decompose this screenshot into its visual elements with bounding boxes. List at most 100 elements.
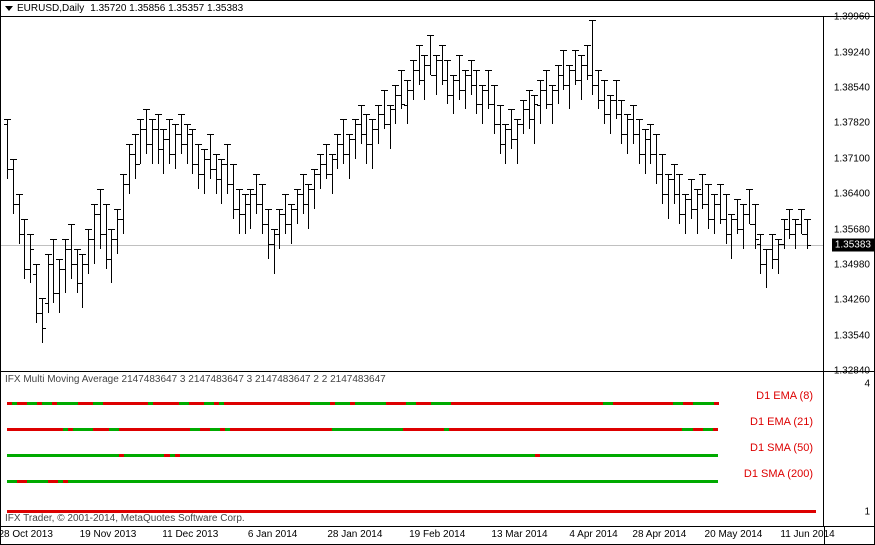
ohlc-bar xyxy=(71,224,72,279)
ohlc-bar xyxy=(534,95,535,145)
ohlc-bar xyxy=(355,119,356,159)
ohlc-bar xyxy=(19,194,20,244)
ohlc-bar xyxy=(250,189,251,229)
chart-header[interactable]: EURUSD,Daily 1.35720 1.35856 1.35357 1.3… xyxy=(1,1,874,17)
x-tick: 19 Nov 2013 xyxy=(80,529,137,540)
price-area[interactable] xyxy=(1,17,824,371)
ohlc-bar xyxy=(100,189,101,249)
ma-signal-row xyxy=(7,510,816,513)
ohlc-bar xyxy=(581,55,582,100)
ohlc-bar xyxy=(181,114,182,154)
ohlc-bar xyxy=(343,119,344,164)
ohlc-bar xyxy=(621,100,622,145)
ohlc-bar xyxy=(778,239,779,274)
ohlc-bar xyxy=(59,259,60,314)
x-tick: 28 Oct 2013 xyxy=(0,529,53,540)
ohlc-bar xyxy=(575,50,576,85)
indicator-panel[interactable]: IFX Multi Moving Average 2147483647 3 21… xyxy=(1,371,874,526)
ohlc-bar xyxy=(268,209,269,259)
ohlc-bar xyxy=(795,219,796,249)
price-y-axis: 1.399601.392401.385401.378201.371001.364… xyxy=(824,17,874,371)
ohlc-bar xyxy=(662,154,663,204)
ohlc-bar xyxy=(13,159,14,214)
ohlc-bar xyxy=(332,154,333,194)
ohlc-bar xyxy=(784,219,785,249)
indicator-y-axis: 41 xyxy=(824,372,874,526)
ohlc-bar xyxy=(679,174,680,224)
ohlc-bar xyxy=(627,114,628,154)
price-chart[interactable]: 1.399601.392401.385401.378201.371001.364… xyxy=(1,17,874,371)
ohlc-bar xyxy=(540,80,541,125)
ohlc-bar xyxy=(390,105,391,150)
ohlc-bar xyxy=(326,144,327,179)
x-tick: 20 May 2014 xyxy=(705,529,763,540)
x-tick: 6 Jan 2014 xyxy=(248,529,298,540)
dropdown-icon[interactable] xyxy=(5,6,13,11)
ohlc-bar xyxy=(94,204,95,264)
ohlc-bar xyxy=(482,85,483,125)
ohlc-bar xyxy=(106,204,107,269)
ohlc-bar xyxy=(471,60,472,95)
y-tick: 1.34980 xyxy=(834,259,870,270)
ohlc-bar xyxy=(372,119,373,169)
ohlc-bar xyxy=(459,55,460,100)
ohlc-bar xyxy=(447,60,448,105)
ohlc-bar xyxy=(610,95,611,135)
ohlc-bar xyxy=(430,35,431,75)
ohlc-bar xyxy=(413,60,414,100)
x-tick-area: 28 Oct 2013 19 Nov 2013 11 Dec 2013 6 Jan 2… xyxy=(1,527,824,544)
ohlc-bar xyxy=(204,149,205,194)
ohlc-bar xyxy=(731,214,732,259)
ohlc-bar xyxy=(674,164,675,204)
ohlc-bar xyxy=(395,85,396,125)
ma-signal-row xyxy=(7,428,718,431)
ohlc-bar xyxy=(697,189,698,234)
ohlc-bar xyxy=(24,219,25,279)
ohlc-bar xyxy=(308,184,309,229)
ma-label: D1 EMA (21) xyxy=(750,416,813,428)
x-tick: 11 Jun 2014 xyxy=(780,529,834,540)
ohlc-bar xyxy=(668,174,669,219)
ohlc-bar xyxy=(563,50,564,90)
ohlc-bar xyxy=(274,229,275,274)
ohlc-bar xyxy=(297,189,298,224)
ohlc-bar xyxy=(129,144,130,194)
ma-signal-row xyxy=(7,480,718,483)
ohlc-bar xyxy=(517,119,518,164)
ohlc-bar xyxy=(639,119,640,164)
ohlc-bar xyxy=(163,129,164,174)
ohlc-bar xyxy=(587,45,588,80)
ohlc-bar xyxy=(77,249,78,294)
ohlc-bar xyxy=(436,55,437,95)
x-axis: 28 Oct 2013 19 Nov 2013 11 Dec 2013 6 Jan 2… xyxy=(1,526,874,544)
ohlc-bar xyxy=(227,144,228,194)
ohlc-bar xyxy=(720,184,721,224)
ohlc-bar xyxy=(146,109,147,154)
ohlc-bar xyxy=(135,134,136,179)
ohlc-bar xyxy=(708,184,709,229)
ohlc-bar xyxy=(500,105,501,155)
ohlc-bar xyxy=(158,114,159,164)
ohlc-bar xyxy=(424,55,425,100)
x-tick: 11 Dec 2013 xyxy=(162,529,218,540)
ohlc-bar xyxy=(7,119,8,179)
ohlc-bar xyxy=(558,65,559,105)
ohlc-bar xyxy=(691,179,692,219)
ohlc-bar xyxy=(633,105,634,145)
indicator-area[interactable]: IFX Multi Moving Average 2147483647 3 21… xyxy=(1,372,824,526)
ohlc-bar xyxy=(314,169,315,209)
y-tick: 1.38540 xyxy=(834,82,870,93)
y-tick: 1.39240 xyxy=(834,47,870,58)
ohlc-bar xyxy=(337,134,338,169)
ohlc-bar xyxy=(604,80,605,125)
ohlc-bar xyxy=(616,80,617,120)
ohlc-bar xyxy=(476,70,477,115)
ohlc-bar xyxy=(221,159,222,204)
ohlc-bar xyxy=(598,70,599,110)
ohlc-bar xyxy=(737,199,738,234)
ohlc-bar xyxy=(726,194,727,244)
ohlc-bar xyxy=(349,134,350,179)
indicator-title: IFX Multi Moving Average 2147483647 3 21… xyxy=(5,374,386,385)
ohlc-bar xyxy=(702,174,703,209)
x-tick: 28 Apr 2014 xyxy=(632,529,686,540)
